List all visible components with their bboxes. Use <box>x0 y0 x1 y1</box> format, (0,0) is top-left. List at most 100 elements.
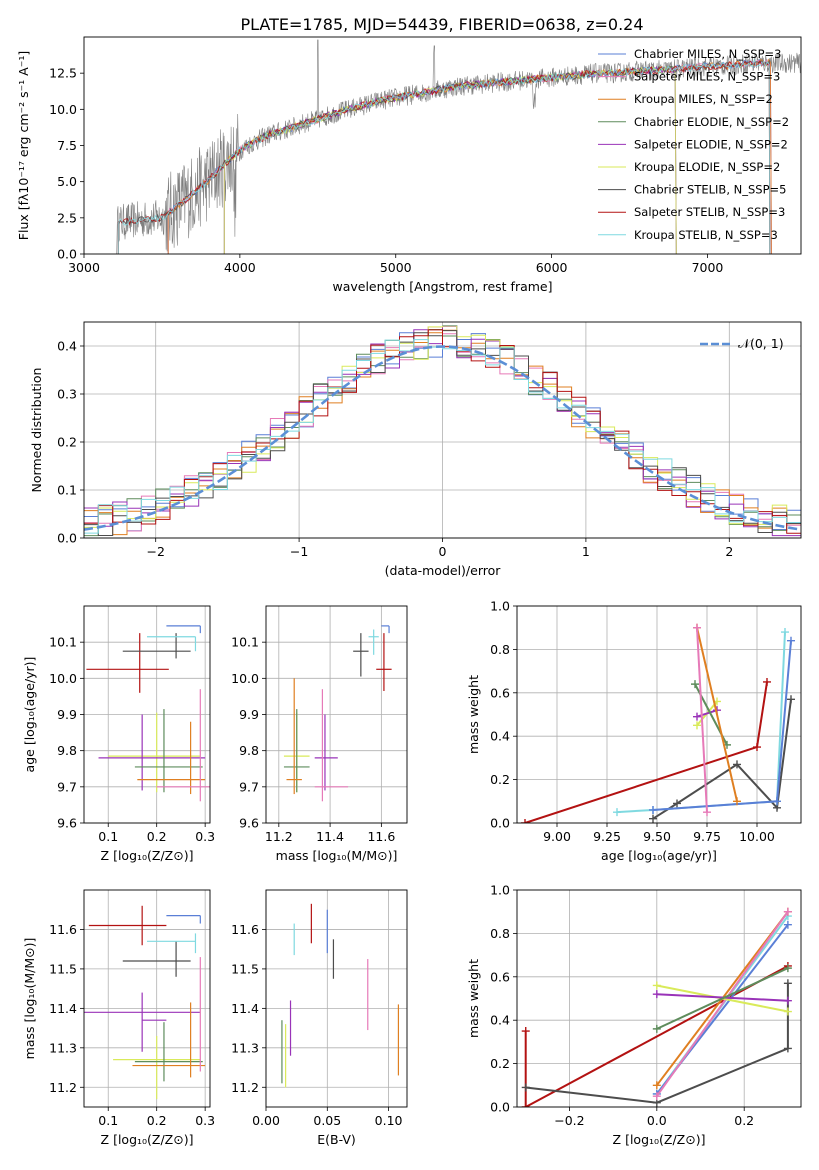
x-tick-label: 6000 <box>536 260 568 275</box>
weight-marker <box>787 636 795 645</box>
weight-marker <box>787 695 795 704</box>
y-tick-label: 11.2 <box>231 1080 259 1095</box>
model-spectrum <box>223 65 677 254</box>
y-tick-label: 0.0 <box>490 1100 510 1115</box>
panel-residuals: −2 −1 0 1 2 0.0 0.1 0.2 0.3 0.4 (data-model)/error… <box>29 321 802 578</box>
weight-line <box>656 967 789 1030</box>
x-axis-label: mass [log₁₀(M/M⊙)] <box>276 848 398 863</box>
x-tick-label: 3000 <box>68 260 100 275</box>
spectrum-legend: Chabrier MILES, N_SSP=3 Salpeter MILES, N… <box>598 47 789 242</box>
axes-frame <box>83 889 211 1108</box>
weight-line <box>524 965 789 1107</box>
weight-marker <box>703 808 711 817</box>
axes-frame <box>516 889 802 1108</box>
panel-age_vs_Z: 0.1 0.2 0.3 9.6 9.7 9.8 9.9 10.0 10.1 Z [log₁₀(Z/… <box>22 605 215 863</box>
x-tick-label: 0.00 <box>252 1113 280 1128</box>
plot-area-residuals <box>84 325 801 537</box>
legend-entry: Chabrier ELODIE, N_SSP=2 <box>634 115 789 129</box>
legend-entry: Salpeter MILES, N_SSP=3 <box>634 70 780 84</box>
x-axis-label: Z [log₁₀(Z/Z⊙)] <box>101 1132 194 1147</box>
y-tick-label: 9.9 <box>239 707 259 722</box>
weight-marker <box>763 677 771 686</box>
plot-area-weight_vs_age <box>521 623 795 823</box>
weight-marker <box>693 721 701 730</box>
y-tick-label: 0.2 <box>490 1056 510 1071</box>
x-tick-label: 0.05 <box>313 1113 341 1128</box>
model-spectrum <box>167 58 772 254</box>
axes-frame <box>83 605 211 824</box>
y-tick-label: 12.5 <box>49 66 77 81</box>
y-tick-label: 0.6 <box>490 969 510 984</box>
x-tick-label: 0.1 <box>98 829 118 844</box>
x-axis-label: E(B-V) <box>317 1132 356 1147</box>
x-tick-label: 5000 <box>380 260 412 275</box>
weight-marker <box>783 1044 792 1053</box>
panel-spectrum: 3000 4000 5000 6000 7000 0.0 2.5 5.0 7.5 10.0 12.5… <box>16 36 802 294</box>
x-tick-label: 11.4 <box>316 829 344 844</box>
legend-entry: 𝒩(0, 1) <box>738 336 784 351</box>
x-tick-label: 11.2 <box>265 829 293 844</box>
x-tick-label: −2 <box>146 544 164 559</box>
weight-marker <box>652 1024 661 1033</box>
model-spectrum <box>223 66 677 254</box>
weight-marker <box>693 712 701 721</box>
x-tick-label: 9.50 <box>643 829 671 844</box>
y-tick-label: 11.4 <box>231 1001 259 1016</box>
y-tick-label: 9.8 <box>239 743 259 758</box>
y-tick-label: 0.4 <box>490 1013 510 1028</box>
model-spectrum <box>117 58 771 254</box>
plot-area-age_vs_Z <box>86 625 210 802</box>
panel-age_vs_mass: 11.2 11.4 11.6 9.6 9.7 9.8 9.9 10.0 10.1 mass [lo… <box>231 605 408 863</box>
plot-area-spectrum <box>116 39 801 254</box>
weight-marker <box>649 814 657 823</box>
weight-marker <box>652 1092 661 1101</box>
weight-marker <box>521 1083 530 1092</box>
x-tick-label: 2 <box>725 544 733 559</box>
panel-mass_vs_ebv: 0.00 0.05 0.10 11.2 11.3 11.4 11.5 11.6 E(B-V) <box>231 889 408 1147</box>
legend-entry: Kroupa STELIB, N_SSP=3 <box>634 228 778 242</box>
y-tick-label: 7.5 <box>57 138 77 153</box>
x-axis-label: Z [log₁₀(Z/Z⊙)] <box>101 848 194 863</box>
y-tick-label: 10.0 <box>49 102 77 117</box>
y-tick-label: 0.0 <box>57 531 77 546</box>
figure-title: PLATE=1785, MJD=54439, FIBERID=0638, z=0… <box>240 15 643 34</box>
x-axis-label: Z [log₁₀(Z/Z⊙)] <box>613 1132 706 1147</box>
y-axis-label: mass [log₁₀(M/M⊙)] <box>22 938 37 1060</box>
plot-area-weight_vs_Z <box>521 907 792 1107</box>
weight-marker <box>783 907 792 916</box>
model-spectrum <box>167 58 772 254</box>
y-tick-label: 11.5 <box>231 961 259 976</box>
plots-layer: 3000 4000 5000 6000 70000.02.55.07.510.012.5… <box>16 36 802 1147</box>
y-tick-label: 0.8 <box>490 926 510 941</box>
residual-histogram <box>84 339 801 534</box>
y-tick-label: 10.1 <box>231 635 259 650</box>
x-tick-label: 9.75 <box>693 829 721 844</box>
x-tick-label: 0.1 <box>98 1113 118 1128</box>
axes-frame <box>83 321 802 539</box>
panel-mass_vs_Z: 0.1 0.2 0.3 11.2 11.3 11.4 11.5 11.6 Z [log₁₀(Z/… <box>22 889 215 1147</box>
y-tick-label: 1.0 <box>490 599 510 614</box>
y-tick-label: 1.0 <box>490 883 510 898</box>
weight-marker <box>783 996 792 1005</box>
residual-histogram <box>84 329 801 534</box>
weight-marker <box>652 990 661 999</box>
y-tick-label: 9.7 <box>57 779 77 794</box>
weight-marker <box>773 797 781 806</box>
x-tick-label: 0 <box>439 544 447 559</box>
x-tick-label: 9.25 <box>593 829 621 844</box>
x-axis-label: age [log₁₀(age/yr)] <box>601 848 717 863</box>
x-tick-label: 0.2 <box>734 1113 754 1128</box>
x-tick-label: 4000 <box>224 260 256 275</box>
weight-marker <box>783 1007 792 1016</box>
y-tick-label: 0.6 <box>490 685 510 700</box>
x-tick-label: −0.2 <box>554 1113 584 1128</box>
legend-entry: Chabrier MILES, N_SSP=3 <box>634 47 781 61</box>
y-axis-label: mass weight <box>466 675 481 754</box>
x-tick-label: 1 <box>582 544 590 559</box>
y-tick-label: 0.4 <box>57 339 77 354</box>
axes-frame <box>265 605 408 824</box>
weight-marker <box>783 964 792 973</box>
weight-marker <box>783 979 792 988</box>
weight-line <box>652 640 792 811</box>
